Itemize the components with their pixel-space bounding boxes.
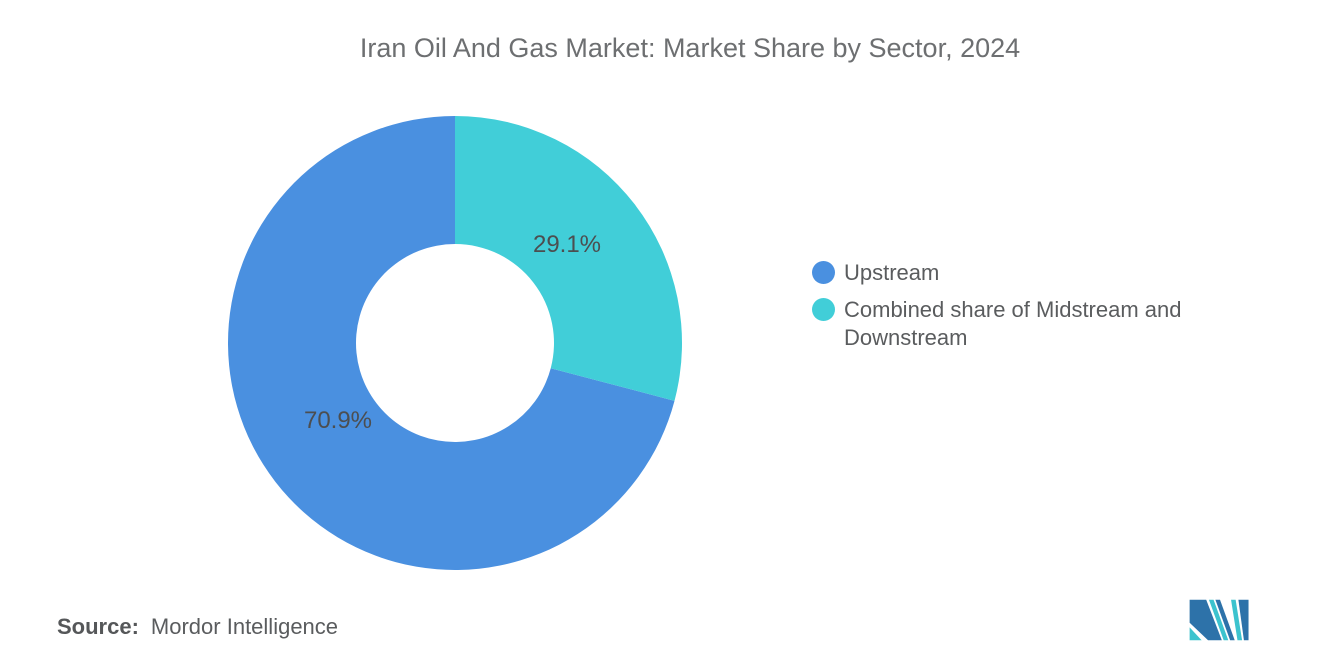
slice-label-upstream: 70.9% bbox=[303, 407, 373, 434]
source-line: Source: Mordor Intelligence bbox=[57, 614, 338, 640]
chart-title: Iran Oil And Gas Market: Market Share by… bbox=[359, 33, 1021, 63]
legend-marker-midstream-downstream-icon bbox=[812, 298, 835, 321]
legend: Upstream Combined share of Midstream and… bbox=[812, 259, 1196, 361]
source-value: Mordor Intelligence bbox=[150, 614, 339, 639]
legend-item-midstream-downstream: Combined share of Midstream and Downstre… bbox=[812, 296, 1196, 352]
source-label: Source: bbox=[57, 614, 139, 639]
legend-label-upstream: Upstream bbox=[844, 260, 940, 285]
legend-label-midstream-downstream: Combined share of Midstream and Downstre… bbox=[844, 297, 1182, 350]
donut-chart bbox=[227, 116, 682, 570]
mordor-intelligence-logo bbox=[1189, 599, 1249, 641]
slice-label-midstream-downstream: 29.1% bbox=[532, 231, 602, 258]
donut-slice-0 bbox=[227, 116, 675, 570]
legend-item-upstream: Upstream bbox=[812, 259, 1196, 287]
donut-slice-1 bbox=[455, 116, 682, 401]
donut-chart-area bbox=[227, 115, 683, 571]
legend-marker-upstream-icon bbox=[812, 261, 835, 284]
